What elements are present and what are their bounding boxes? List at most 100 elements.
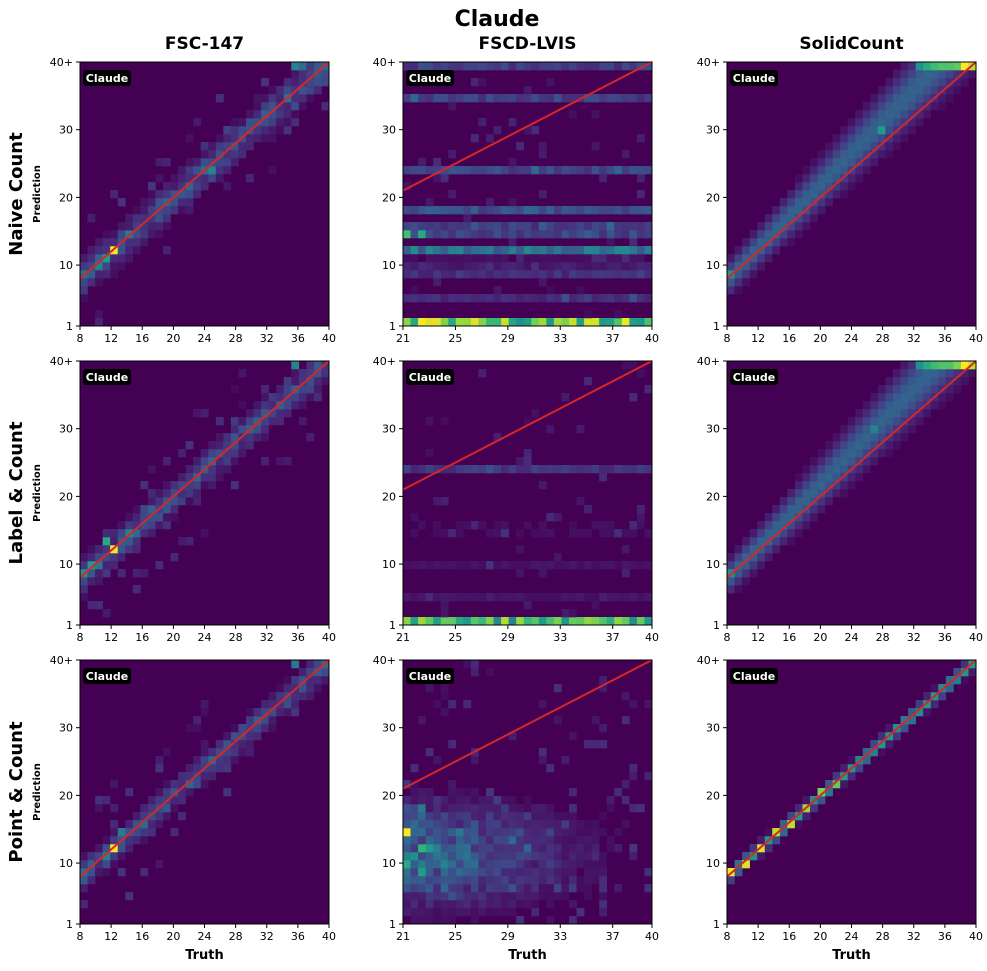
heatmap-cell [644, 166, 653, 175]
heatmap-cell [893, 409, 901, 418]
heatmap-cell [930, 62, 939, 71]
heatmap-cell [523, 166, 532, 175]
heatmap-cell [276, 118, 285, 127]
heatmap-cell [606, 318, 615, 327]
heatmap-cell [576, 908, 585, 917]
heatmap-cell [501, 222, 509, 231]
heatmap-cell [569, 110, 577, 119]
heatmap-cell [569, 828, 577, 837]
heatmap-cell [757, 836, 766, 845]
heatmap-cell [470, 521, 479, 530]
heatmap-cell [885, 86, 894, 95]
heatmap-cell [516, 318, 525, 327]
heatmap-cell [486, 294, 494, 303]
heatmap-cell [433, 820, 442, 829]
heatmap-cell [418, 916, 426, 925]
heatmap-cell [170, 198, 179, 207]
heatmap-cell [425, 318, 434, 327]
heatmap-cell [945, 78, 954, 87]
heatmap-cell [508, 262, 517, 271]
heatmap-cell [132, 238, 141, 247]
heatmap-cell [246, 142, 254, 151]
heatmap-cell [163, 812, 171, 821]
heatmap-cell [516, 294, 525, 303]
heatmap-cell [178, 796, 186, 805]
heatmap-cell [321, 70, 330, 79]
heatmap-cell [178, 481, 186, 490]
heatmap-cell [538, 222, 547, 231]
heatmap-cell [644, 593, 653, 602]
heatmap-cell [298, 401, 307, 410]
heatmap-cell [794, 804, 803, 813]
heatmap-cell [410, 166, 419, 175]
heatmap-cell [440, 820, 449, 829]
heatmap-cell [440, 318, 449, 327]
heatmap-cell [463, 804, 472, 813]
heatmap-cell [569, 609, 577, 618]
heatmap-cell [516, 569, 525, 578]
heatmap-cell [403, 206, 411, 215]
heatmap-cell [553, 892, 562, 901]
heatmap-cell [440, 230, 449, 239]
heatmap-cell [636, 617, 645, 626]
heatmap-cell [553, 684, 562, 693]
heatmap-cell [893, 369, 901, 378]
heatmap-cell [523, 796, 532, 805]
heatmap-cell [538, 884, 547, 893]
heatmap-cell [403, 804, 411, 813]
heatmap-cell [463, 214, 472, 223]
heatmap-cell [253, 433, 262, 442]
heatmap-cell [478, 884, 487, 893]
heatmap-cell [930, 369, 939, 378]
heatmap-cell [523, 593, 532, 602]
heatmap-cell [862, 425, 871, 434]
heatmap-cell [508, 593, 517, 602]
heatmap-cell [584, 505, 592, 514]
heatmap-cell [817, 206, 826, 215]
heatmap-cell [855, 449, 864, 458]
heatmap-cell [569, 836, 577, 845]
heatmap-cell [163, 481, 171, 490]
heatmap-cell [855, 142, 864, 151]
heatmap-cell [636, 254, 645, 263]
heatmap-cell [629, 270, 638, 279]
heatmap-cell [403, 246, 411, 255]
heatmap-cell [125, 254, 134, 263]
heatmap-cell [599, 828, 608, 837]
heatmap-cell [546, 764, 555, 773]
heatmap-cell [140, 481, 149, 490]
heatmap-cell [802, 174, 811, 183]
heatmap-cell [908, 425, 916, 434]
heatmap-cell [185, 788, 194, 797]
heatmap-cell [825, 788, 833, 797]
heatmap-cell [463, 230, 472, 239]
heatmap-cell [200, 182, 209, 191]
heatmap-cell [930, 102, 939, 111]
heatmap-cell [953, 62, 962, 71]
heatmap-cell [463, 828, 472, 837]
heatmap-cell [501, 246, 509, 255]
heatmap-cell [418, 892, 426, 901]
heatmap-cell [832, 449, 841, 458]
heatmap-cell [900, 86, 909, 95]
heatmap-cell [448, 828, 457, 837]
heatmap-cell [825, 150, 833, 159]
heatmap-cell [787, 198, 796, 207]
heatmap-cell [455, 812, 464, 821]
heatmap-cell [584, 561, 592, 570]
heatmap-cell [291, 94, 300, 103]
heatmap-cell [584, 740, 592, 749]
heatmap-cell [764, 553, 773, 562]
heatmap-cell [855, 473, 864, 482]
heatmap-cell [516, 617, 525, 626]
heatmap-cell [734, 868, 743, 877]
heatmap-cell [810, 473, 818, 482]
heatmap-cell [584, 836, 592, 845]
heatmap-cell [591, 844, 600, 853]
heatmap-cell [448, 166, 457, 175]
heatmap-cell [644, 246, 653, 255]
heatmap-cell [953, 377, 962, 386]
heatmap-cell [261, 134, 269, 143]
heatmap-cell [629, 246, 638, 255]
